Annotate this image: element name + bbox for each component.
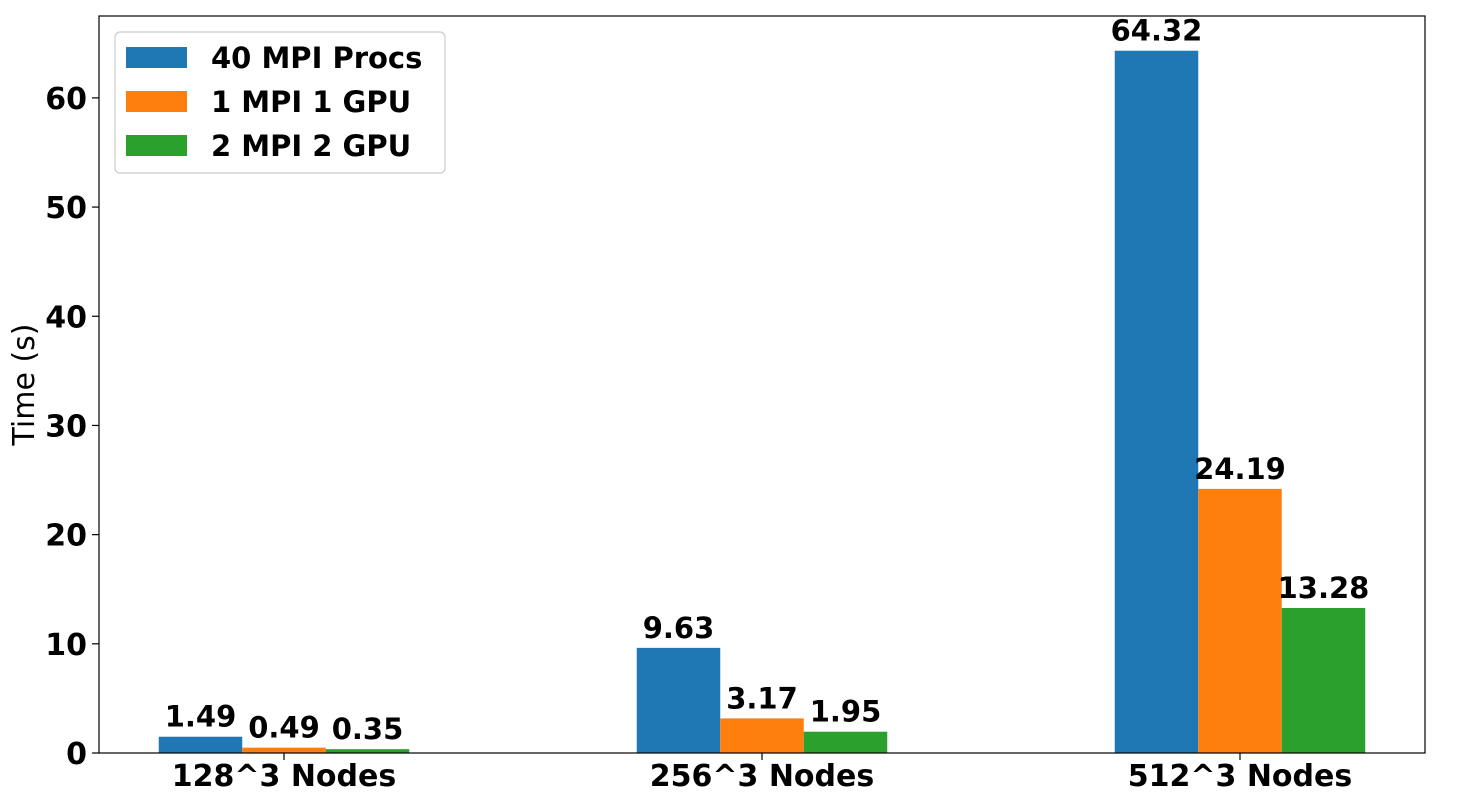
bar-2-3	[1198, 488, 1282, 753]
y-tick-label: 30	[45, 409, 87, 444]
data-label: 0.35	[332, 712, 404, 746]
bar-3-2	[803, 731, 888, 753]
y-tick-label: 40	[45, 300, 87, 335]
y-tick-label: 50	[45, 191, 87, 226]
legend-label: 40 MPI Procs	[211, 41, 422, 75]
bar-3-1	[325, 749, 410, 753]
legend-swatch	[126, 135, 187, 156]
data-label: 1.95	[810, 695, 882, 729]
data-label: 13.28	[1278, 571, 1370, 605]
data-label: 64.32	[1111, 14, 1203, 48]
y-tick-label: 10	[45, 628, 87, 663]
legend-swatch	[126, 47, 187, 68]
plot-area: 1.49 9.63 64.32 0.49 3.17 24.19 0.35 1.95 13.28	[158, 14, 1370, 754]
legend-box	[114, 31, 446, 174]
legend-swatch	[126, 91, 187, 112]
bar-2-2	[720, 718, 804, 753]
x-tick-label: 256^3 Nodes	[650, 759, 874, 794]
y-tick-label: 0	[66, 737, 87, 772]
bar-3-3	[1281, 608, 1366, 753]
bar-2-1	[242, 747, 326, 753]
bar-1-3	[1114, 50, 1199, 754]
data-label: 0.49	[248, 711, 320, 745]
y-tick-label: 20	[45, 519, 87, 554]
data-label: 3.17	[726, 681, 798, 715]
x-tick-label: 512^3 Nodes	[1128, 759, 1352, 794]
bar-1-2	[636, 647, 721, 753]
legend-label: 2 MPI 2 GPU	[211, 129, 411, 163]
legend-label: 1 MPI 1 GPU	[211, 85, 411, 119]
legend: 40 MPI Procs 1 MPI 1 GPU 2 MPI 2 GPU	[114, 31, 446, 174]
x-tick-label: 128^3 Nodes	[172, 759, 396, 794]
data-label: 9.63	[643, 611, 715, 645]
bar-1-1	[158, 736, 243, 753]
axes: 0 10 20 30 40 50 60 128^3 Nodes 256^3 Nodes 512^3…	[7, 15, 1426, 794]
y-axis-label: Time (s)	[7, 324, 42, 447]
data-label: 24.19	[1194, 452, 1286, 486]
data-label: 1.49	[165, 700, 237, 734]
y-tick-label: 60	[45, 82, 87, 117]
